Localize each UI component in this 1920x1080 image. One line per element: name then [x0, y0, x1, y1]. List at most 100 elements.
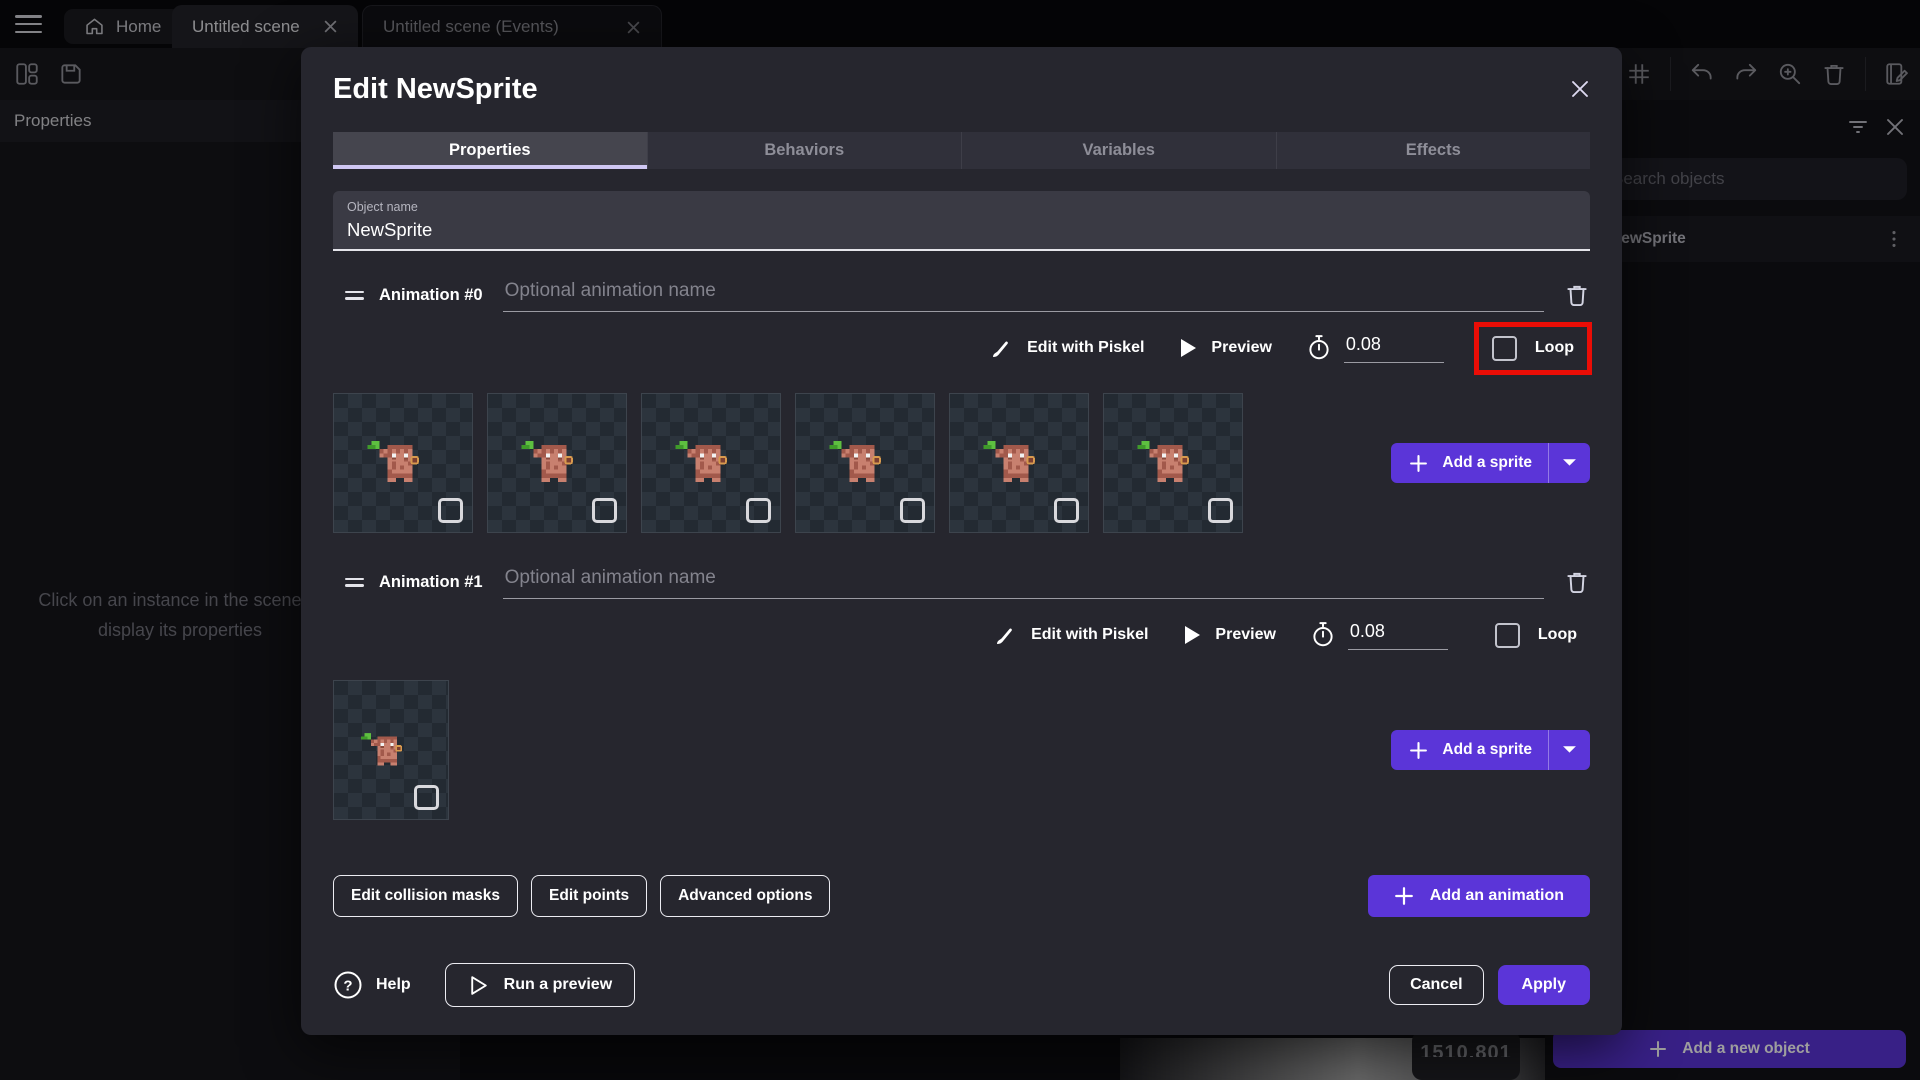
animation-section-0: Animation #0 Optional animation name Edi…: [333, 278, 1592, 533]
tab-home[interactable]: Home: [64, 9, 182, 44]
loop-option: Loop: [1482, 614, 1590, 657]
pig-sprite-image: [367, 441, 433, 486]
run-a-preview-button[interactable]: Run a preview: [444, 963, 636, 1007]
pig-sprite-image: [829, 441, 895, 486]
edit-collision-masks-button[interactable]: Edit collision masks: [333, 875, 519, 917]
tab-effects[interactable]: Effects: [1275, 132, 1590, 169]
tab-variables[interactable]: Variables: [961, 132, 1276, 169]
frame-select-checkbox[interactable]: [746, 498, 771, 523]
pig-sprite-image: [1137, 441, 1203, 486]
frames-row: [333, 680, 449, 820]
add-new-object-label: Add a new object: [1682, 1040, 1810, 1057]
sprite-frame-tile[interactable]: [1103, 393, 1243, 533]
edit-with-piskel-button[interactable]: Edit with Piskel: [990, 336, 1144, 360]
animation-label: Animation #1: [379, 572, 483, 591]
preview-button[interactable]: Preview: [1178, 337, 1272, 359]
stopwatch-icon: [1309, 335, 1329, 360]
play-icon: [1181, 339, 1197, 357]
frames-row: [333, 393, 1243, 533]
add-sprite-button[interactable]: Add a sprite: [1391, 730, 1590, 770]
undo-icon[interactable]: [1689, 61, 1715, 87]
cancel-button[interactable]: Cancel: [1389, 965, 1484, 1005]
plus-icon: [1394, 887, 1413, 905]
time-between-frames-input[interactable]: 0.08: [1343, 334, 1444, 363]
time-between-frames: 0.08: [1306, 334, 1444, 363]
panels-icon[interactable]: [14, 61, 40, 87]
pig-sprite-image: [361, 733, 413, 769]
edit-events-icon[interactable]: [1884, 61, 1910, 87]
search-placeholder: Search objects: [1612, 169, 1725, 188]
add-sprite-label: Add a sprite: [1442, 741, 1532, 758]
object-name-field[interactable]: Object name NewSprite: [333, 191, 1590, 251]
close-dialog-icon[interactable]: [1568, 77, 1592, 101]
loop-label: Loop: [1534, 339, 1574, 356]
add-sprite-button[interactable]: Add a sprite: [1391, 443, 1590, 483]
close-tab-icon[interactable]: [626, 20, 641, 35]
drag-handle-icon[interactable]: [345, 290, 364, 300]
sprite-frame-tile[interactable]: [487, 393, 627, 533]
button-divider: [1548, 730, 1549, 770]
grid-icon[interactable]: [1626, 61, 1652, 87]
tab-untitled-scene[interactable]: Untitled scene: [172, 5, 358, 48]
add-new-object-button[interactable]: Add a new object: [1553, 1030, 1906, 1068]
frame-select-checkbox[interactable]: [414, 785, 439, 810]
advanced-options-button[interactable]: Advanced options: [660, 875, 831, 917]
tab-untitled-scene-events[interactable]: Untitled scene (Events): [362, 5, 662, 48]
sprite-frame-tile[interactable]: [641, 393, 781, 533]
edit-points-button[interactable]: Edit points: [531, 875, 648, 917]
object-name-field-label: Object name: [347, 200, 418, 214]
animation-name-input[interactable]: Optional animation name: [502, 278, 1544, 312]
loop-option-highlighted: Loop: [1473, 321, 1592, 375]
objects-panel-header: [1545, 100, 1920, 154]
help-icon: ?: [334, 971, 362, 999]
trash-icon[interactable]: [1821, 61, 1847, 87]
drag-handle-icon[interactable]: [345, 577, 364, 587]
close-tab-icon[interactable]: [323, 19, 338, 34]
edit-with-piskel-button[interactable]: Edit with Piskel: [994, 623, 1148, 647]
filter-icon[interactable]: [1846, 115, 1870, 139]
close-panel-icon[interactable]: [1883, 115, 1907, 139]
delete-animation-icon[interactable]: [1564, 568, 1590, 596]
brush-icon: [993, 341, 1008, 357]
frame-select-checkbox[interactable]: [1208, 498, 1233, 523]
main-menu-icon[interactable]: [15, 15, 42, 33]
chevron-down-icon: [1563, 746, 1576, 753]
stopwatch-icon: [1313, 622, 1333, 647]
brush-icon: [997, 628, 1012, 644]
tab-home-label: Home: [116, 16, 162, 36]
pig-sprite-image: [675, 441, 741, 486]
sprite-frame-tile[interactable]: [949, 393, 1089, 533]
add-sprite-dropdown[interactable]: [1549, 745, 1590, 755]
top-tab-bar: Home Untitled scene Untitled scene (Even…: [0, 0, 1920, 48]
frame-select-checkbox[interactable]: [438, 498, 463, 523]
loop-checkbox[interactable]: [1491, 335, 1517, 361]
object-menu-icon[interactable]: [1884, 228, 1904, 250]
frame-select-checkbox[interactable]: [1054, 498, 1079, 523]
add-an-animation-button[interactable]: Add an animation: [1367, 875, 1590, 917]
object-name-field-value: NewSprite: [347, 219, 433, 240]
frame-select-checkbox[interactable]: [592, 498, 617, 523]
apply-button[interactable]: Apply: [1497, 965, 1590, 1005]
loop-checkbox[interactable]: [1494, 622, 1520, 648]
preview-button[interactable]: Preview: [1182, 624, 1276, 646]
pig-sprite-image: [983, 441, 1049, 486]
save-icon[interactable]: [58, 61, 84, 87]
help-button[interactable]: ? Help: [333, 970, 411, 1000]
tab-properties[interactable]: Properties: [333, 132, 647, 169]
sprite-frame-tile[interactable]: [333, 393, 473, 533]
time-between-frames: 0.08: [1310, 621, 1448, 650]
add-sprite-dropdown[interactable]: [1549, 458, 1590, 468]
time-between-frames-input[interactable]: 0.08: [1347, 621, 1448, 650]
tab-behaviors[interactable]: Behaviors: [646, 132, 961, 169]
search-objects-input[interactable]: Search objects: [1596, 158, 1907, 200]
delete-animation-icon[interactable]: [1564, 281, 1590, 309]
zoom-in-icon[interactable]: [1777, 61, 1803, 87]
loop-label: Loop: [1537, 626, 1577, 643]
redo-icon[interactable]: [1733, 61, 1759, 87]
sprite-frame-tile[interactable]: [795, 393, 935, 533]
sprite-frame-tile[interactable]: [333, 680, 449, 820]
frame-select-checkbox[interactable]: [900, 498, 925, 523]
toolbar-separator: [1865, 57, 1866, 91]
animation-name-input[interactable]: Optional animation name: [502, 565, 1544, 599]
dialog-tabs: Properties Behaviors Variables Effects: [333, 132, 1590, 169]
